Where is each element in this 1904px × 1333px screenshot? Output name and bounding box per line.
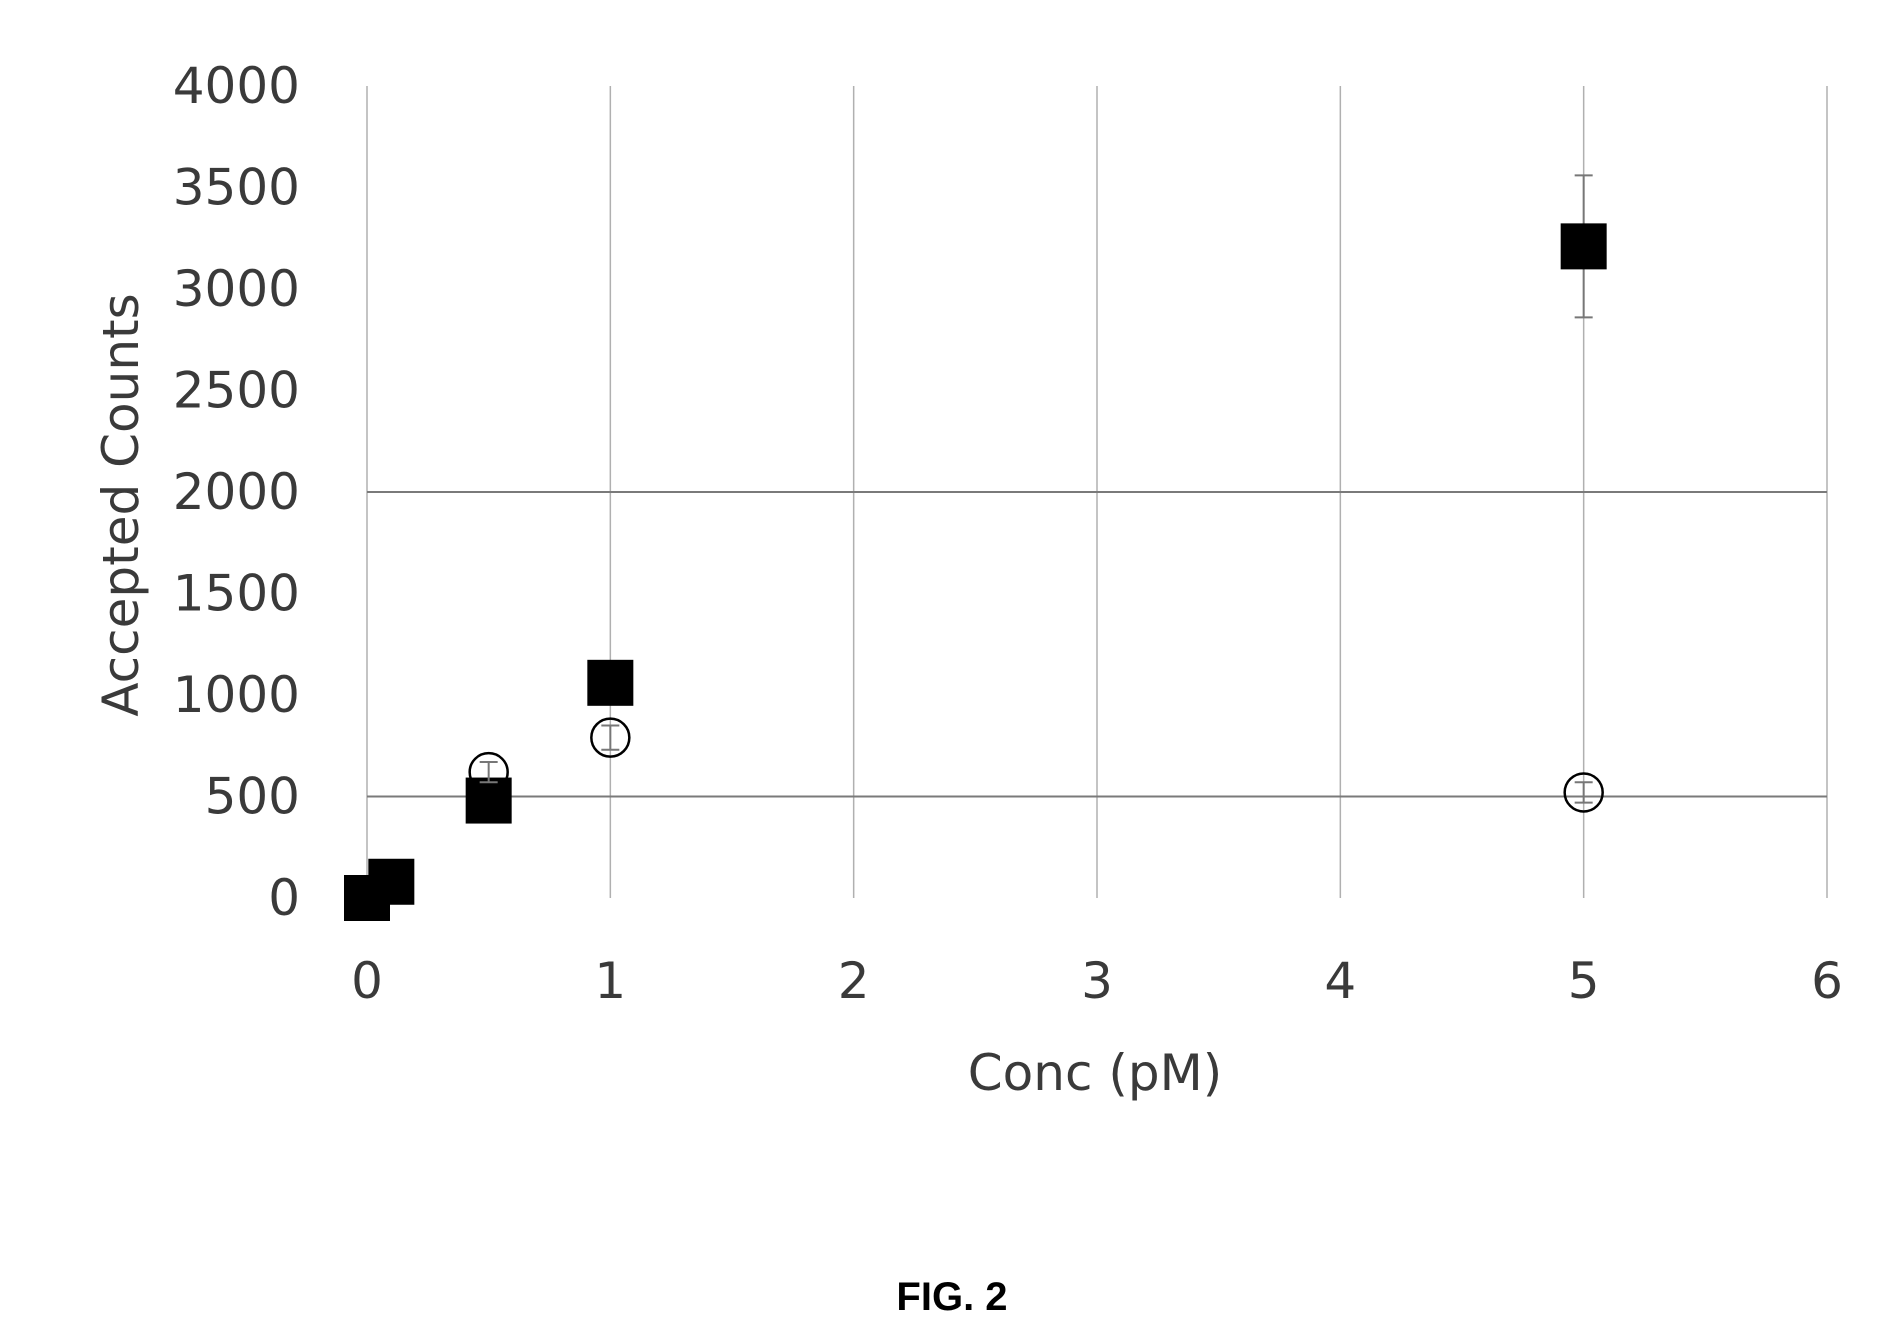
y-tick-labels: 0 500 1000 1500 2000 2500 3000 3500 4000 xyxy=(173,57,300,927)
x-tick-labels: 0 1 2 3 4 5 6 xyxy=(351,952,1843,1010)
x-tick-label: 1 xyxy=(594,952,626,1010)
x-tick-label: 4 xyxy=(1324,952,1356,1010)
data-point-square xyxy=(587,659,634,706)
y-tick-label: 4000 xyxy=(173,57,300,115)
figure-caption: FIG. 2 xyxy=(896,1275,1007,1319)
data-point-circle xyxy=(590,717,631,758)
data-point-circle xyxy=(346,877,388,919)
x-tick-label: 5 xyxy=(1568,952,1600,1010)
x-tick-label: 3 xyxy=(1081,952,1113,1010)
y-tick-label: 2500 xyxy=(173,362,300,420)
data-point-circle xyxy=(371,861,412,903)
y-tick-label: 0 xyxy=(268,869,300,927)
x-tick-label: 6 xyxy=(1811,952,1843,1010)
y-axis-title: Accepted Counts xyxy=(92,293,150,716)
y-tick-label: 1000 xyxy=(173,666,300,724)
data-point-circle xyxy=(468,751,509,793)
y-tick-label: 1500 xyxy=(173,565,300,623)
data-point-circle xyxy=(1563,772,1604,813)
y-tick-label: 2000 xyxy=(173,463,300,521)
y-tick-label: 3000 xyxy=(173,260,300,318)
y-tick-label: 500 xyxy=(205,768,300,826)
x-tick-label: 0 xyxy=(351,952,383,1010)
x-tick-label: 2 xyxy=(838,952,870,1010)
data-points xyxy=(344,174,1607,921)
y-tick-label: 3500 xyxy=(173,159,300,217)
data-point-square xyxy=(1560,223,1607,270)
x-axis-title: Conc (pM) xyxy=(968,1044,1222,1102)
data-point-square xyxy=(465,777,512,824)
